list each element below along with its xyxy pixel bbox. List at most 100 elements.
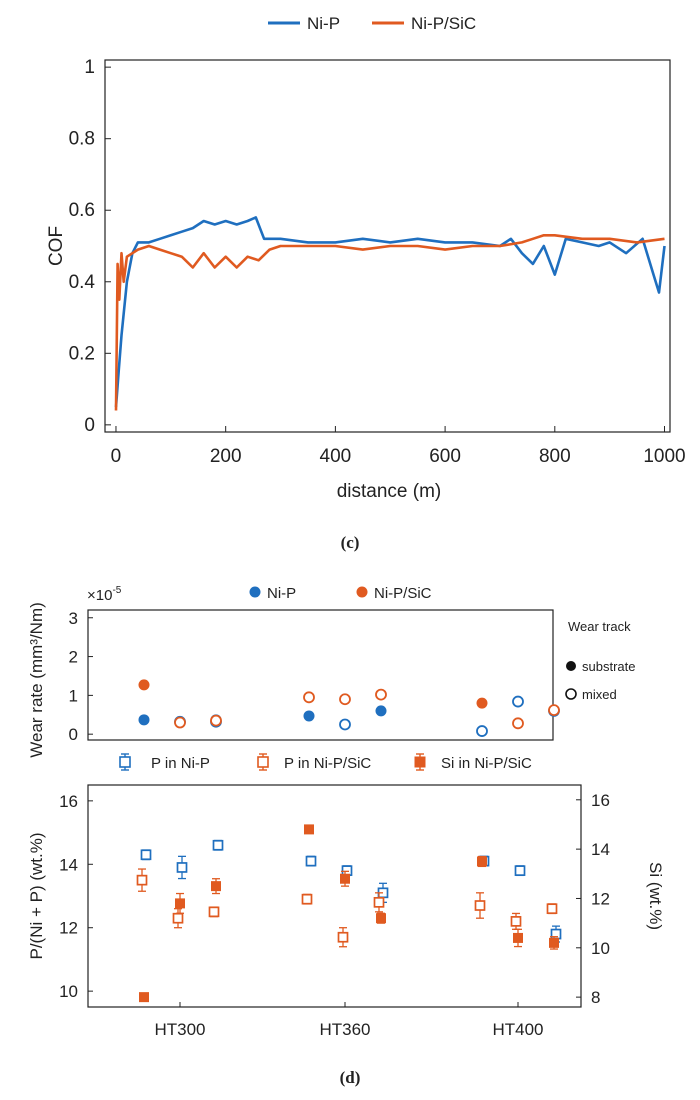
p-point <box>510 916 522 927</box>
legend-label-si-in-ni-p-sic: Si in Ni-P/SiC <box>441 755 532 772</box>
composition-right-tick-label: 14 <box>591 840 610 859</box>
p-point <box>208 906 220 918</box>
p-point <box>176 862 188 873</box>
composition-y-tick-label: 10 <box>59 982 78 1001</box>
cof-x-axis-label: distance (m) <box>337 481 442 502</box>
cof-y-tick-label: 0 <box>84 415 95 436</box>
wear-point-mixed <box>210 714 222 727</box>
wear-legend: Ni-P Ni-P/SiC <box>249 585 432 602</box>
p-point <box>373 896 385 908</box>
wear-point-mixed <box>512 695 524 708</box>
cof-y-tick-label: 0.4 <box>69 272 96 293</box>
wear-point-mixed <box>548 704 560 717</box>
p-point <box>514 865 526 876</box>
wear-y-tick-label: 3 <box>69 609 78 628</box>
cof-y-tick-label: 0.8 <box>69 129 95 150</box>
p-point <box>474 900 486 911</box>
wear-point-substrate <box>476 697 488 709</box>
si-point <box>175 898 185 909</box>
legend-label-p-in-ni-p-sic: P in Ni-P/SiC <box>284 755 371 772</box>
wear-plot-frame <box>87 609 554 741</box>
cof-y-tick-label: 1 <box>84 57 95 78</box>
cof-x-tick-label: 200 <box>210 446 242 467</box>
p-point <box>301 893 313 905</box>
legend-label-p-in-ni-p: P in Ni-P <box>151 755 210 772</box>
wear-point-mixed <box>303 691 315 704</box>
si-point <box>513 932 523 943</box>
cof-y-axis-label: COF <box>46 226 67 266</box>
si-point <box>139 992 149 1003</box>
wear-point-mixed <box>339 693 351 706</box>
wear-point-substrate <box>138 714 150 726</box>
cof-x-tick-label: 600 <box>429 446 461 467</box>
composition-plot: 10 12 14 16 8 10 12 14 16 HT300 HT360 HT400 <box>59 784 610 1039</box>
category-label: HT400 <box>492 1020 543 1039</box>
cof-x-tick-label: 800 <box>539 446 571 467</box>
si-point <box>376 913 386 924</box>
wear-point-substrate <box>138 679 150 691</box>
wear-y-tick-label: 0 <box>69 725 78 744</box>
p-point <box>212 839 224 851</box>
si-point <box>549 937 559 948</box>
cof-plot: 0 200 400 600 800 1000 0 0.2 0.4 0.6 0.8 1 <box>69 57 686 467</box>
wear-point-substrate <box>375 705 387 717</box>
scale-factor-label: ×10-5 <box>87 585 122 604</box>
legend-marker-ni-p-sic <box>356 586 368 598</box>
category-label: HT360 <box>319 1020 370 1039</box>
legend-label-wear-ni-p-sic: Ni-P/SiC <box>374 585 432 602</box>
category-label: HT300 <box>154 1020 205 1039</box>
wear-point-mixed <box>174 716 186 729</box>
composition-y-tick-label: 12 <box>59 919 78 938</box>
cof-x-tick-label: 0 <box>111 446 122 467</box>
p-point <box>546 903 558 915</box>
cof-series-ni-p-sic <box>114 234 665 411</box>
wear-y-axis-label: Wear rate (mm³/Nm) <box>27 602 46 758</box>
wear-point-mixed <box>339 718 351 731</box>
wear-track-title: Wear track <box>568 619 631 634</box>
legend-label-substrate: substrate <box>582 659 635 674</box>
legend-marker-mixed <box>565 688 577 700</box>
composition-legend: P in Ni-P P in Ni-P/SiC Si in Ni-P/SiC <box>119 753 532 772</box>
composition-right-axis-label: Si (wt.%) <box>646 862 665 930</box>
legend-marker-p-in-ni-p <box>119 753 131 771</box>
wear-point-mixed <box>512 717 524 730</box>
wear-point-mixed <box>375 688 387 701</box>
cof-legend: Ni-P Ni-P/SiC <box>268 14 476 33</box>
cof-x-tick-label: 400 <box>320 446 352 467</box>
si-point <box>340 873 350 884</box>
legend-label-ni-p-sic: Ni-P/SiC <box>411 14 476 33</box>
composition-y-tick-label: 16 <box>59 792 78 811</box>
wear-y-tick-label: 1 <box>69 686 78 705</box>
si-point <box>304 824 314 835</box>
legend-label-wear-ni-p: Ni-P <box>267 585 296 602</box>
p-point <box>305 855 317 867</box>
wear-point-mixed <box>476 725 488 737</box>
si-point <box>477 856 487 867</box>
wear-track-legend: Wear track substrate mixed <box>565 619 635 702</box>
composition-plot-frame <box>87 784 582 1008</box>
panel-c-label: (c) <box>341 533 360 552</box>
composition-y-tick-label: 14 <box>59 855 78 874</box>
legend-marker-substrate <box>566 661 576 671</box>
si-point <box>211 881 221 892</box>
legend-label-ni-p: Ni-P <box>307 14 340 33</box>
p-point <box>136 874 148 886</box>
wear-point-substrate <box>303 710 315 722</box>
legend-marker-ni-p <box>249 586 261 598</box>
wear-rate-plot: 0 1 2 3 <box>69 609 560 744</box>
composition-right-tick-label: 10 <box>591 939 610 958</box>
legend-marker-p-in-ni-p-sic <box>257 753 269 771</box>
panel-d-label: (d) <box>340 1068 361 1087</box>
wear-y-tick-label: 2 <box>69 648 78 667</box>
cof-y-tick-label: 0.6 <box>69 200 95 221</box>
composition-right-tick-label: 8 <box>591 988 600 1007</box>
p-point <box>337 931 349 943</box>
composition-y-axis-label: P/(Ni + P) (wt.%) <box>27 832 46 959</box>
cof-y-tick-label: 0.2 <box>69 343 95 364</box>
cof-x-tick-label: 1000 <box>643 446 685 467</box>
legend-marker-si-in-ni-p-sic <box>414 753 426 771</box>
p-point <box>172 912 184 924</box>
composition-right-tick-label: 12 <box>591 889 610 908</box>
legend-label-mixed: mixed <box>582 687 617 702</box>
